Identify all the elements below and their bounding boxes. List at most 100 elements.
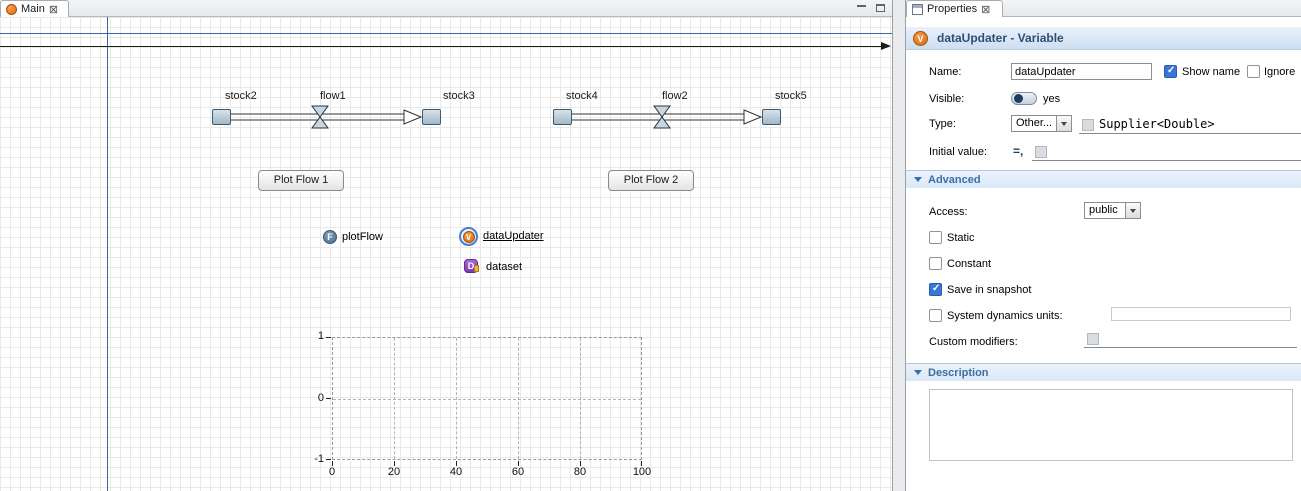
ignore-label: Ignore xyxy=(1264,66,1296,78)
chevron-down-icon[interactable] xyxy=(1125,203,1140,218)
section-description[interactable]: Description xyxy=(906,363,1301,381)
plot-flow-1-button[interactable]: Plot Flow 1 xyxy=(258,170,344,191)
tab-properties[interactable]: Properties xyxy=(906,0,1003,17)
function-label: plotFlow xyxy=(342,231,383,243)
frame-vertical-line xyxy=(107,17,108,491)
stock-label: stock2 xyxy=(225,90,257,102)
ignore-checkbox[interactable] xyxy=(1247,65,1260,78)
name-input[interactable] xyxy=(1011,63,1152,80)
tab-main[interactable]: Main xyxy=(0,0,69,17)
x-tick xyxy=(518,461,519,466)
tab-properties-label: Properties xyxy=(927,3,978,15)
stock-label: stock3 xyxy=(443,90,475,102)
x-tick xyxy=(332,461,333,466)
variable-icon-letter: V xyxy=(465,232,472,242)
editor-tabbar: Main xyxy=(0,0,892,17)
type-expression-value[interactable]: Supplier<Double> xyxy=(1099,117,1215,131)
model-canvas[interactable]: stock2 flow1 stock3 stock4 flow2 stock5 xyxy=(0,17,892,491)
chart-gridline xyxy=(394,338,395,459)
properties-panel: Properties V dataUpdater - Variable Name… xyxy=(905,0,1301,491)
save-in-snapshot-checkbox[interactable] xyxy=(929,283,942,296)
tab-main-label: Main xyxy=(21,3,45,15)
expression-marker-icon[interactable] xyxy=(1035,146,1047,158)
x-tick-label: 100 xyxy=(632,466,652,478)
type-select-value: Other... xyxy=(1016,117,1053,129)
stock-shape-stock5[interactable] xyxy=(762,109,781,125)
close-icon[interactable] xyxy=(981,3,990,16)
properties-tabbar: Properties xyxy=(906,0,1301,17)
flow-arrow-flow1[interactable] xyxy=(231,104,422,130)
x-tick-label: 80 xyxy=(573,466,587,478)
properties-header: V dataUpdater - Variable xyxy=(906,27,1301,50)
constant-checkbox[interactable] xyxy=(929,257,942,270)
stock-shape-stock3[interactable] xyxy=(422,109,441,125)
flow-arrow-flow2[interactable] xyxy=(572,104,762,130)
expression-marker-icon[interactable] xyxy=(1082,119,1094,131)
variable-icon: V xyxy=(913,30,928,46)
y-tick-label: 1 xyxy=(317,330,324,342)
x-tick-label: 0 xyxy=(328,466,336,478)
access-select-value: public xyxy=(1089,204,1118,216)
static-checkbox[interactable] xyxy=(929,231,942,244)
x-tick xyxy=(641,461,642,466)
show-name-checkbox[interactable] xyxy=(1164,65,1177,78)
arrow-line-head xyxy=(881,42,891,50)
chart-gridline xyxy=(518,338,519,459)
system-dynamics-units-input[interactable] xyxy=(1111,307,1291,321)
visible-label: Visible: xyxy=(929,93,965,105)
stock-shape-stock4[interactable] xyxy=(553,109,572,125)
properties-title: dataUpdater - Variable xyxy=(937,31,1064,45)
arrow-line[interactable] xyxy=(0,46,881,47)
system-dynamics-units-label: System dynamics units: xyxy=(947,310,1063,322)
visible-value: yes xyxy=(1043,93,1061,105)
y-tick xyxy=(326,398,331,399)
y-tick-label: 0 xyxy=(317,392,324,404)
dataset-label: dataset xyxy=(486,261,523,273)
section-advanced[interactable]: Advanced xyxy=(906,170,1301,188)
dataset-icon-letter: D xyxy=(467,261,475,271)
chart-gridline xyxy=(333,399,641,400)
dataset-icon[interactable]: D xyxy=(464,259,479,273)
description-textarea[interactable] xyxy=(929,389,1293,461)
plot-flow-2-button[interactable]: Plot Flow 2 xyxy=(608,170,694,191)
initial-value-label: Initial value: xyxy=(929,146,988,158)
chevron-down-icon[interactable] xyxy=(1056,116,1072,131)
initial-value-field[interactable] xyxy=(1032,143,1301,161)
section-advanced-label: Advanced xyxy=(928,173,981,186)
maximize-icon[interactable] xyxy=(875,3,886,13)
expression-marker-icon[interactable] xyxy=(1087,333,1099,345)
type-select[interactable]: Other... xyxy=(1011,115,1073,132)
system-dynamics-units-checkbox[interactable] xyxy=(929,309,942,322)
x-tick-label: 20 xyxy=(387,466,401,478)
access-label: Access: xyxy=(929,206,968,218)
constant-label: Constant xyxy=(947,258,992,270)
static-value-icon[interactable]: =, xyxy=(1013,144,1024,158)
flow-label: flow1 xyxy=(320,90,346,102)
custom-modifiers-field[interactable] xyxy=(1084,330,1297,348)
variable-label[interactable]: dataUpdater xyxy=(483,230,544,242)
function-icon-letter: F xyxy=(327,232,333,242)
agent-icon xyxy=(6,3,17,15)
custom-modifiers-label: Custom modifiers: xyxy=(929,336,1018,348)
stock-shape-stock2[interactable] xyxy=(212,109,231,125)
collapse-triangle-icon xyxy=(914,177,922,182)
chart-gridline xyxy=(580,338,581,459)
variable-selection-ring[interactable]: V xyxy=(459,227,478,246)
chart-plot-area[interactable] xyxy=(332,337,642,460)
y-tick xyxy=(326,459,331,460)
show-name-label: Show name xyxy=(1182,66,1241,78)
type-label: Type: xyxy=(929,118,956,130)
access-select[interactable]: public xyxy=(1084,202,1141,219)
save-in-snapshot-label: Save in snapshot xyxy=(947,284,1032,296)
function-icon[interactable]: F xyxy=(323,230,337,244)
type-expression-field[interactable] xyxy=(1079,116,1301,134)
visible-toggle[interactable] xyxy=(1011,92,1037,105)
toggle-knob xyxy=(1014,94,1023,103)
variable-icon-letter: V xyxy=(917,33,924,44)
name-label: Name: xyxy=(929,66,962,78)
flow-label: flow2 xyxy=(662,90,688,102)
close-icon[interactable] xyxy=(49,3,58,16)
properties-tab-icon xyxy=(912,3,923,15)
minimize-icon[interactable] xyxy=(856,3,867,13)
collapse-triangle-icon xyxy=(914,370,922,375)
